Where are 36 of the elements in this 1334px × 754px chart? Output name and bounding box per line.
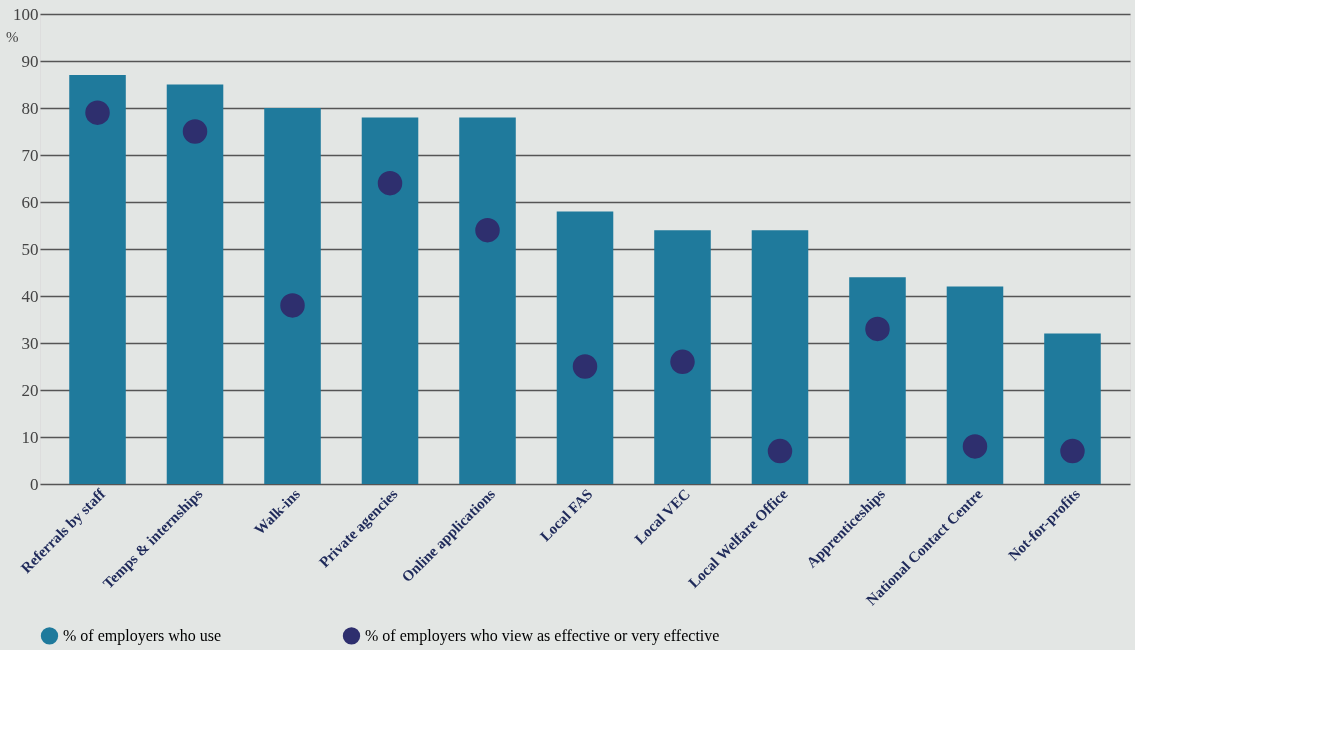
point xyxy=(1060,438,1085,464)
y-tick-label: 100 xyxy=(13,4,39,24)
y-tick-label: 80 xyxy=(21,98,39,118)
legend-label: % of employers who use xyxy=(63,626,222,645)
y-tick-label: 40 xyxy=(21,286,39,306)
point xyxy=(572,354,598,379)
point xyxy=(377,170,403,196)
point xyxy=(280,293,305,318)
bar xyxy=(556,211,614,484)
point xyxy=(475,217,500,243)
bar xyxy=(459,117,516,484)
bar xyxy=(264,108,321,484)
y-tick-label: 70 xyxy=(21,145,39,165)
y-tick-label: 20 xyxy=(21,380,39,400)
point xyxy=(85,100,110,125)
bar xyxy=(361,117,419,484)
bar xyxy=(849,277,906,484)
bar xyxy=(751,230,809,484)
point xyxy=(767,438,793,464)
y-axis-title: % xyxy=(6,28,19,45)
bar xyxy=(654,230,711,484)
point xyxy=(865,316,890,342)
bar xyxy=(69,75,126,484)
y-tick-label: 10 xyxy=(21,427,39,447)
point xyxy=(962,434,988,459)
y-tick-label: 0 xyxy=(30,474,39,494)
bar xyxy=(946,286,1004,484)
point xyxy=(182,119,208,144)
legend-label: % of employers who view as effective or very effective xyxy=(365,626,720,645)
y-tick-label: 60 xyxy=(21,192,39,212)
y-tick-label: 50 xyxy=(21,239,39,259)
y-tick-label: 30 xyxy=(21,333,39,353)
y-tick-label: 90 xyxy=(21,51,39,71)
point xyxy=(670,349,695,375)
bar xyxy=(1044,333,1101,484)
bar xyxy=(166,84,224,484)
